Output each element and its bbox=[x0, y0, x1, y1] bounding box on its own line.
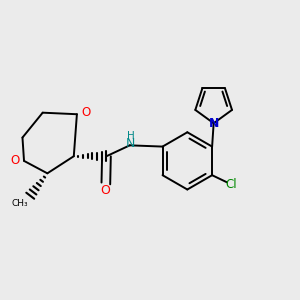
Text: Cl: Cl bbox=[225, 178, 237, 191]
Text: N: N bbox=[208, 117, 219, 130]
Text: N: N bbox=[126, 137, 135, 150]
Text: O: O bbox=[81, 106, 90, 119]
Text: O: O bbox=[11, 154, 20, 167]
Text: H: H bbox=[127, 131, 134, 141]
Text: O: O bbox=[100, 184, 110, 197]
Text: CH₃: CH₃ bbox=[11, 200, 28, 208]
